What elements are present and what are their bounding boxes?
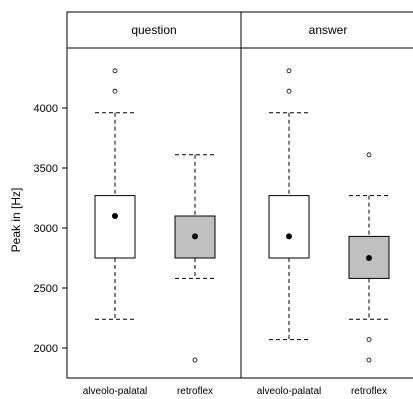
box-rect	[268, 195, 310, 259]
mean-point	[286, 233, 292, 240]
outlier-point	[192, 357, 198, 363]
box-answer-alveolo-palatal: alveolo-palatal	[257, 68, 322, 397]
y-axis-title: Peak in [Hz]	[9, 188, 23, 253]
panel-frame	[240, 47, 413, 379]
x-category-label: retroflex	[351, 386, 387, 397]
y-tick-label: 3000	[34, 223, 58, 235]
mean-point	[112, 213, 118, 219]
y-tick-label: 2000	[34, 343, 58, 355]
outlier-point	[366, 337, 372, 343]
mean-point	[366, 255, 372, 261]
y-axis: 2000 2500 3000 3500 4000	[34, 103, 68, 355]
panel-answer: answer alveolo-palatal retroflex	[240, 11, 413, 397]
mean-point	[192, 233, 198, 240]
box-question-retroflex: retroflex	[174, 154, 216, 397]
y-tick-label: 3500	[34, 163, 58, 175]
y-tick-label: 4000	[34, 103, 58, 115]
box-rect	[94, 195, 136, 259]
x-category-label: alveolo-palatal	[83, 386, 148, 397]
panels: question alveolo-palatal retroflex answer al…	[66, 11, 413, 397]
x-category-label: retroflex	[177, 386, 213, 397]
panel-frame	[66, 47, 242, 379]
strip-label-answer: answer	[309, 23, 348, 37]
y-tick-label: 2500	[34, 283, 58, 295]
outlier-point	[286, 68, 292, 74]
box-question-alveolo-palatal: alveolo-palatal	[83, 68, 148, 397]
panel-question: question alveolo-palatal retroflex	[66, 11, 242, 397]
box-answer-retroflex: retroflex	[348, 152, 390, 397]
outlier-point	[112, 88, 118, 94]
x-category-label: alveolo-palatal	[257, 386, 322, 397]
outlier-point	[366, 357, 372, 363]
outlier-point	[112, 68, 118, 74]
strip-label-question: question	[131, 23, 176, 37]
outlier-point	[366, 152, 372, 158]
outlier-point	[286, 88, 292, 94]
